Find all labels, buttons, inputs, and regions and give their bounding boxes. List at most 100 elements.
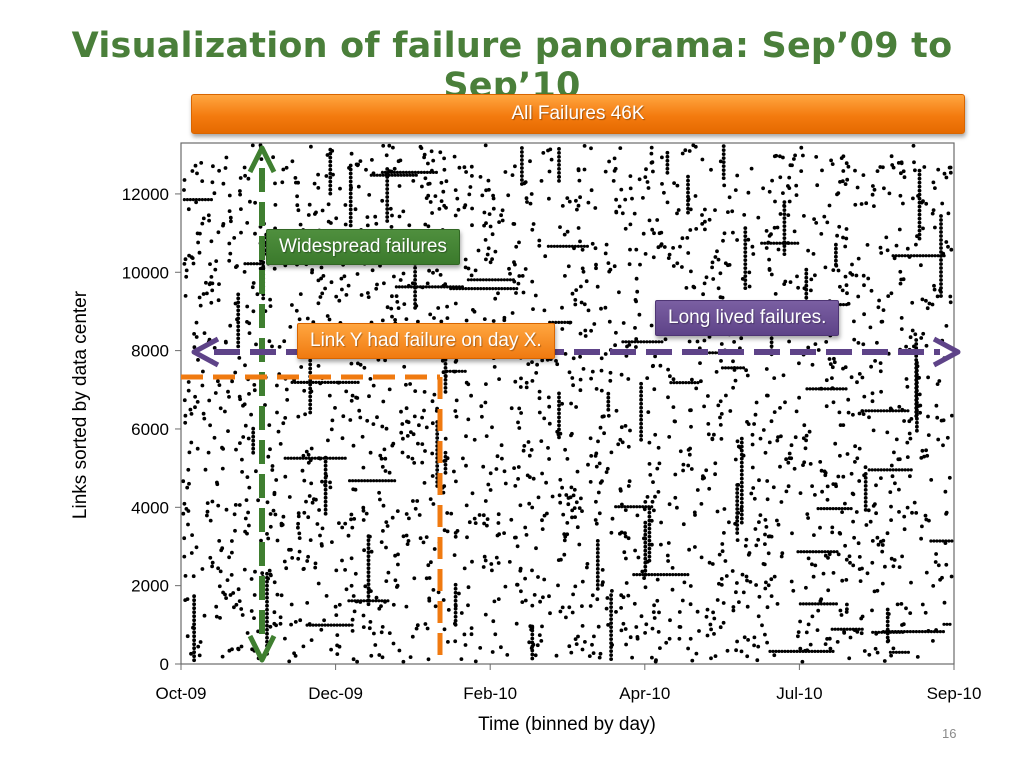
- failure-point: [778, 175, 783, 180]
- failure-point: [485, 523, 489, 528]
- failure-point: [948, 170, 953, 175]
- failure-point: [375, 282, 379, 287]
- failure-point: [406, 455, 411, 459]
- failure-point: [316, 364, 321, 368]
- failure-point: [735, 366, 740, 370]
- failure-point: [519, 376, 523, 381]
- failure-point: [902, 514, 907, 519]
- failure-point: [634, 337, 639, 341]
- failure-point: [223, 339, 228, 344]
- failure-point: [582, 167, 587, 172]
- failure-point: [655, 598, 660, 603]
- failure-point: [756, 537, 761, 542]
- failure-point: [482, 210, 487, 215]
- failure-point: [349, 361, 354, 366]
- failure-point: [484, 382, 488, 386]
- failure-point: [735, 439, 740, 444]
- failure-point: [233, 503, 238, 507]
- failure-point: [575, 469, 580, 474]
- failure-point: [408, 173, 412, 177]
- failure-point: [739, 488, 744, 493]
- failure-point: [844, 283, 849, 288]
- failure-point: [623, 197, 628, 202]
- failure-point: [783, 400, 787, 405]
- failure-point: [805, 387, 809, 391]
- failure-point: [942, 171, 947, 176]
- failure-point: [622, 550, 627, 555]
- failure-point: [462, 566, 467, 571]
- failure-point: [317, 380, 321, 384]
- failure-point: [443, 454, 448, 459]
- failure-point: [575, 525, 580, 530]
- failure-point: [306, 452, 311, 457]
- x-tick-label: Sep-10: [927, 684, 982, 703]
- failure-point: [926, 433, 931, 437]
- failure-point: [852, 319, 856, 324]
- failure-point: [319, 265, 324, 270]
- failure-point: [856, 341, 861, 345]
- failure-point: [743, 278, 748, 282]
- failure-point: [639, 340, 643, 344]
- failure-point: [776, 522, 781, 527]
- failure-point: [329, 221, 333, 225]
- failure-point: [621, 321, 626, 325]
- failure-point: [549, 157, 554, 162]
- failure-point: [500, 456, 504, 461]
- failure-point: [557, 159, 561, 163]
- failure-point: [570, 244, 575, 248]
- failure-point: [624, 340, 628, 344]
- failure-point: [673, 495, 678, 500]
- failure-point: [399, 173, 403, 177]
- failure-point: [843, 244, 848, 249]
- failure-point: [843, 501, 847, 506]
- failure-point: [401, 209, 406, 214]
- failure-point: [589, 454, 594, 458]
- failure-point: [806, 516, 810, 520]
- failure-point: [634, 276, 639, 281]
- failure-point: [810, 562, 814, 567]
- failure-point: [308, 410, 313, 415]
- failure-point: [423, 449, 427, 453]
- failure-point: [396, 552, 400, 557]
- failure-point: [624, 556, 628, 561]
- failure-point: [900, 254, 904, 258]
- failure-point: [441, 598, 446, 602]
- failure-point: [327, 393, 332, 398]
- failure-point: [371, 383, 376, 388]
- failure-point: [543, 254, 548, 259]
- failure-point: [905, 246, 910, 251]
- failure-point: [405, 434, 410, 438]
- failure-point: [482, 287, 486, 291]
- failure-point: [412, 414, 417, 419]
- failure-point: [806, 345, 811, 350]
- failure-point: [880, 630, 884, 634]
- failure-point: [366, 602, 371, 607]
- failure-point: [502, 531, 506, 535]
- failure-point: [941, 539, 945, 543]
- failure-point: [340, 436, 345, 441]
- failure-point: [639, 401, 643, 406]
- failure-point: [350, 525, 355, 530]
- failure-point: [490, 278, 494, 282]
- failure-point: [512, 287, 516, 291]
- failure-point: [838, 284, 842, 289]
- failure-point: [366, 574, 371, 579]
- failure-point: [813, 649, 817, 654]
- failure-point: [823, 471, 828, 475]
- failure-point: [328, 175, 333, 180]
- failure-point: [391, 641, 396, 646]
- failure-point: [786, 460, 791, 465]
- failure-point: [756, 644, 761, 649]
- failure-point: [832, 387, 836, 391]
- failure-point: [781, 191, 785, 196]
- failure-point: [660, 182, 664, 186]
- failure-point: [315, 522, 320, 526]
- failure-point: [864, 409, 868, 413]
- failure-point: [674, 573, 678, 577]
- failure-point: [298, 222, 303, 227]
- failure-point: [709, 167, 713, 172]
- failure-point: [735, 491, 740, 495]
- failure-point: [295, 203, 300, 208]
- failure-point: [718, 295, 723, 300]
- failure-point: [249, 577, 254, 581]
